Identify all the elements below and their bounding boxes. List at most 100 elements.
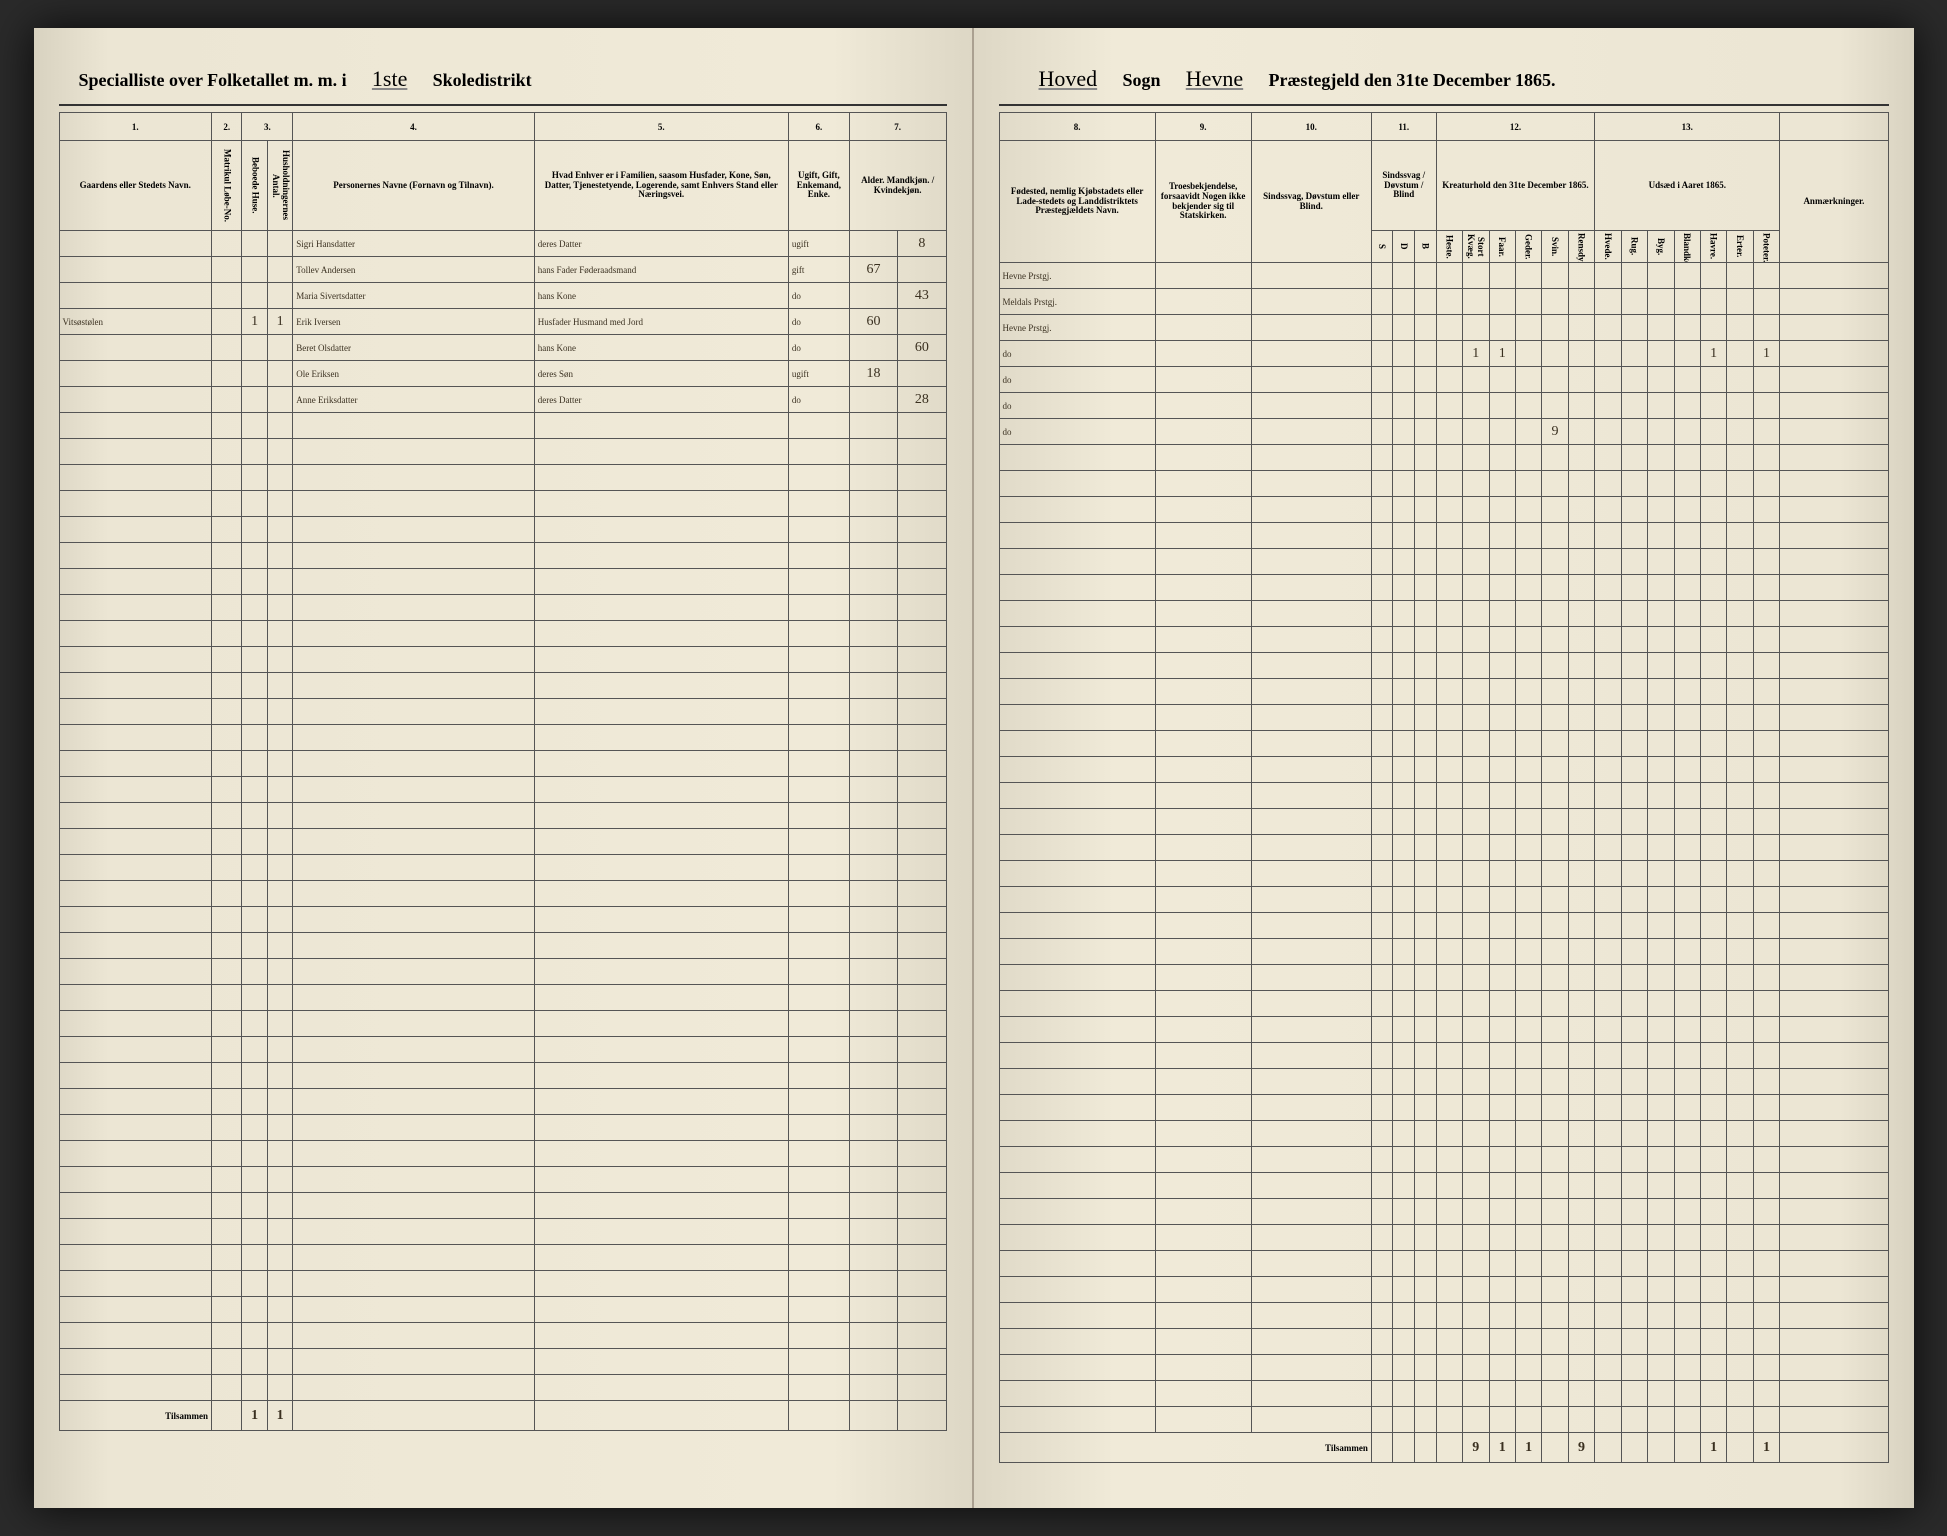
- table-cell: [1463, 1303, 1489, 1329]
- table-cell: [1415, 731, 1437, 757]
- table-cell: [534, 491, 788, 517]
- table-cell: [1753, 367, 1780, 393]
- table-cell: [1489, 913, 1515, 939]
- table-cell: [849, 491, 897, 517]
- table-cell: [1251, 679, 1371, 705]
- table-cell: [999, 497, 1155, 523]
- table-cell: [211, 829, 241, 855]
- table-cell: [898, 1115, 946, 1141]
- table-cell: [1674, 523, 1700, 549]
- table-cell: [788, 621, 849, 647]
- table-cell: [999, 887, 1155, 913]
- table-cell: [59, 491, 211, 517]
- table-cell: [59, 907, 211, 933]
- table-cell: [1489, 315, 1515, 341]
- table-cell: [59, 881, 211, 907]
- table-cell: [1415, 341, 1437, 367]
- table-cell: [1621, 809, 1647, 835]
- table-cell: [1393, 549, 1415, 575]
- table-cell: [788, 543, 849, 569]
- table-cell: [211, 517, 241, 543]
- table-cell: [211, 777, 241, 803]
- table-cell: [1463, 705, 1489, 731]
- table-cell: hans Kone: [534, 335, 788, 361]
- table-cell: [1542, 1277, 1568, 1303]
- table-cell: [1674, 445, 1700, 471]
- table-cell: [1621, 601, 1647, 627]
- table-cell: [59, 777, 211, 803]
- table-cell: [1780, 731, 1888, 757]
- table-cell: [1621, 705, 1647, 731]
- table-cell: [1463, 679, 1489, 705]
- footer-row-right: Tilsammen 9 1 1 9 1 1: [999, 1433, 1888, 1463]
- table-cell: [1727, 471, 1753, 497]
- table-cell: [1489, 705, 1515, 731]
- table-cell: [1595, 1147, 1621, 1173]
- table-cell: [1621, 1329, 1647, 1355]
- table-cell: [1515, 393, 1541, 419]
- table-cell: [1753, 1043, 1780, 1069]
- table-cell: [1595, 341, 1621, 367]
- title-sogn: Hoved: [1019, 66, 1118, 91]
- table-cell: [1155, 939, 1251, 965]
- table-cell: [1700, 419, 1726, 445]
- table-cell: Vitsøstølen: [59, 309, 211, 335]
- table-cell: [1780, 263, 1888, 289]
- table-cell: [534, 1271, 788, 1297]
- footer-total: [1727, 1433, 1753, 1463]
- table-cell: [242, 283, 267, 309]
- table-cell: [293, 569, 534, 595]
- table-cell: [1621, 965, 1647, 991]
- table-cell: 8: [898, 231, 946, 257]
- table-cell: [1489, 939, 1515, 965]
- table-cell: [534, 1219, 788, 1245]
- table-cell: [1780, 1147, 1888, 1173]
- table-cell: [1155, 809, 1251, 835]
- colnum: 11.: [1371, 113, 1436, 141]
- table-cell: [534, 829, 788, 855]
- table-cell: Ole Eriksen: [293, 361, 534, 387]
- table-cell: deres Søn: [534, 361, 788, 387]
- table-cell: [534, 1349, 788, 1375]
- table-cell: [788, 1089, 849, 1115]
- table-cell: [1463, 367, 1489, 393]
- table-cell: [898, 439, 946, 465]
- table-cell: 60: [849, 309, 897, 335]
- table-cell: [1436, 393, 1462, 419]
- table-cell: [1621, 1147, 1647, 1173]
- table-cell: [211, 751, 241, 777]
- table-cell: [1674, 1225, 1700, 1251]
- table-cell: [1700, 627, 1726, 653]
- table-cell: 28: [898, 387, 946, 413]
- table-cell: [211, 1011, 241, 1037]
- table-row: [999, 1095, 1888, 1121]
- table-cell: [1251, 1251, 1371, 1277]
- table-cell: [1463, 497, 1489, 523]
- table-cell: [1251, 367, 1371, 393]
- table-cell: [1674, 835, 1700, 861]
- table-cell: [1251, 263, 1371, 289]
- table-cell: [1727, 1199, 1753, 1225]
- table-cell: [1700, 393, 1726, 419]
- table-cell: [1463, 1329, 1489, 1355]
- table-row: [59, 1219, 946, 1245]
- table-cell: [999, 523, 1155, 549]
- table-cell: [1489, 757, 1515, 783]
- table-cell: [1155, 471, 1251, 497]
- table-cell: [1674, 341, 1700, 367]
- colnum: 8.: [999, 113, 1155, 141]
- table-cell: [1595, 1303, 1621, 1329]
- table-cell: [1727, 1407, 1753, 1433]
- table-cell: [1371, 289, 1393, 315]
- table-cell: [788, 1219, 849, 1245]
- table-row: [999, 731, 1888, 757]
- table-cell: [1753, 1225, 1780, 1251]
- table-cell: [242, 959, 267, 985]
- table-cell: [1415, 939, 1437, 965]
- table-cell: [242, 1323, 267, 1349]
- table-cell: [242, 413, 267, 439]
- table-cell: [1155, 887, 1251, 913]
- table-cell: [1415, 1121, 1437, 1147]
- table-cell: [267, 881, 292, 907]
- table-cell: [1393, 471, 1415, 497]
